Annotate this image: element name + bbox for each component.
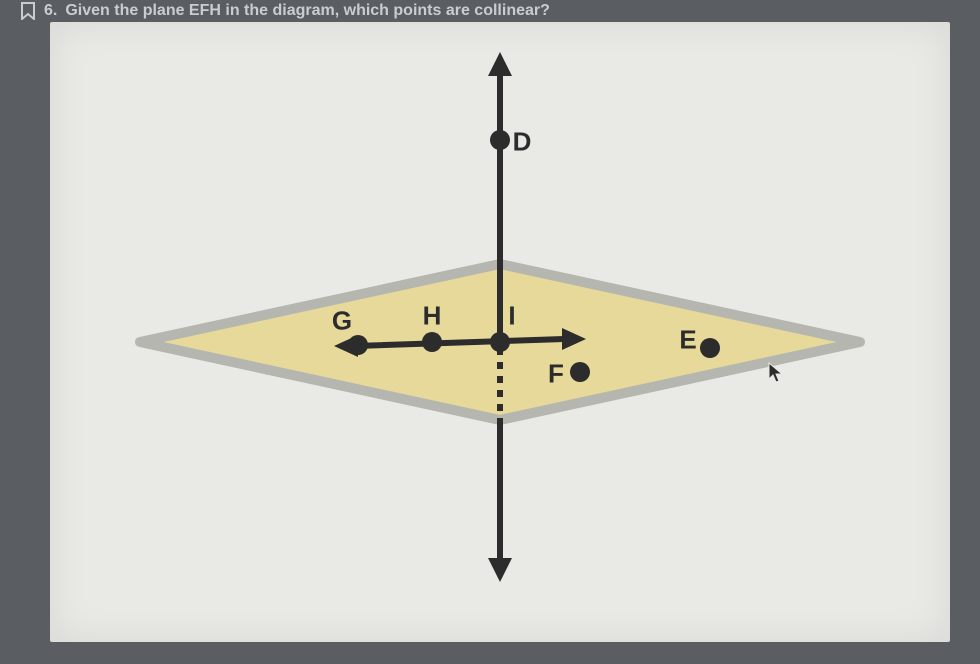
geometry-diagram	[50, 22, 950, 642]
point-label-d: D	[513, 127, 532, 158]
question-text: Given the plane EFH in the diagram, whic…	[65, 2, 550, 20]
diagram-canvas: D G H I F E	[50, 22, 950, 642]
question-number: 6.	[44, 2, 57, 20]
point-label-h: H	[423, 301, 442, 332]
point-label-i: I	[508, 301, 515, 332]
bookmark-icon	[20, 2, 36, 20]
mouse-cursor-icon	[768, 362, 784, 382]
point-label-e: E	[679, 325, 696, 356]
point-label-f: F	[548, 359, 564, 390]
point-label-g: G	[332, 306, 352, 337]
